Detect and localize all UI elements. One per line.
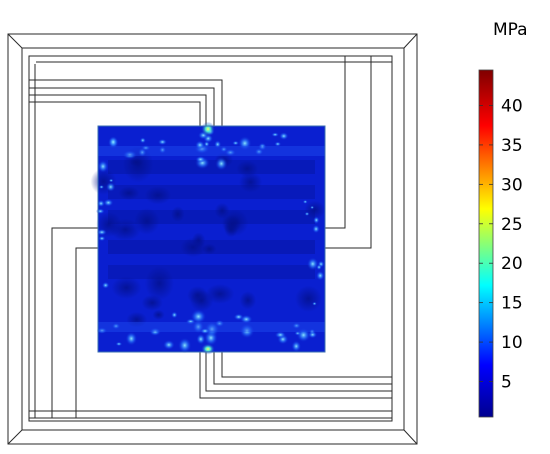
edge-stress-strip [98, 322, 325, 332]
stress-hotspot [224, 148, 236, 157]
stress-hotspot [185, 318, 196, 325]
stress-hotspot [105, 182, 116, 192]
colorbar-tick-label: 15 [501, 294, 523, 314]
stress-hotspot [292, 322, 301, 329]
stress-hotspot [177, 337, 192, 354]
low-stress-spot [144, 186, 172, 205]
stress-hotspot [139, 137, 146, 144]
low-stress-spot [294, 285, 322, 313]
stress-hotspot [258, 142, 267, 151]
stress-hotspot [195, 155, 206, 163]
stress-hotspot [103, 198, 114, 207]
stress-hotspot [316, 264, 322, 271]
edge-stress-strip [98, 146, 325, 156]
stress-hotspot [157, 138, 168, 146]
stress-hotspot [296, 327, 311, 343]
stress-hotspot [101, 281, 110, 289]
stress-hotspot [313, 216, 320, 224]
low-stress-spot [224, 220, 238, 238]
stress-hotspot [306, 257, 319, 271]
stress-hotspot [171, 311, 178, 319]
colorbar-tick-label: 10 [501, 333, 523, 353]
colorbar-tick-label: 35 [501, 136, 523, 156]
stress-hotspot [158, 146, 167, 154]
colorbar-tick-label: 20 [501, 254, 523, 274]
stress-hotspot [310, 205, 315, 210]
stress-hotspot [214, 319, 225, 327]
low-stress-spot [111, 276, 142, 300]
stress-hotspot [302, 199, 308, 204]
colorbar-tick-label: 5 [501, 373, 512, 393]
stress-field [90, 121, 326, 355]
outer-frame [7, 33, 418, 445]
low-stress-spot [152, 309, 165, 320]
colorbar-tick-label: 30 [501, 175, 523, 195]
stress-hotspot [115, 341, 123, 347]
stress-hotspot [238, 136, 252, 151]
low-stress-band [108, 210, 315, 224]
low-stress-spot [129, 158, 144, 167]
stress-hotspot [162, 339, 175, 350]
low-stress-spot [171, 206, 185, 222]
colorbar-unit-label: MPa [493, 20, 528, 40]
stress-hotspot [149, 327, 161, 337]
stress-hotspot [111, 322, 121, 330]
stress-hotspot [95, 208, 105, 215]
stress-hotspot [96, 228, 107, 236]
peak-stress-spot [201, 121, 215, 137]
low-stress-spot [118, 186, 140, 201]
stress-hotspot [232, 140, 240, 146]
stress-hotspot [239, 314, 253, 324]
low-stress-spot [144, 266, 174, 301]
colorbar-tick-label: 40 [501, 96, 523, 116]
stress-hotspot [271, 132, 279, 137]
low-stress-spot [239, 291, 257, 310]
stress-hotspot [274, 141, 282, 147]
stress-hotspot [108, 178, 114, 183]
stress-hotspot [315, 270, 325, 281]
stress-hotspot [195, 140, 205, 150]
stress-hotspot [98, 235, 106, 242]
low-stress-spot [238, 171, 263, 193]
low-stress-spot [304, 200, 326, 220]
low-stress-band [108, 265, 315, 279]
stress-hotspot [138, 148, 147, 157]
stress-hotspot [96, 327, 108, 334]
stress-hotspot [274, 331, 287, 339]
stress-hotspot [125, 331, 138, 346]
low-stress-spot [205, 283, 235, 304]
stress-hotspot [291, 340, 302, 352]
stress-hotspot [97, 160, 109, 173]
stress-hotspot [239, 323, 255, 339]
colorbar-gradient [478, 69, 494, 418]
stress-hotspot [98, 184, 105, 190]
low-stress-band [108, 160, 315, 174]
low-stress-spot [126, 311, 148, 328]
stress-hotspot [312, 224, 320, 234]
stress-hotspot [279, 132, 289, 141]
stress-hotspot [122, 150, 138, 160]
stress-hotspot [215, 156, 228, 171]
stress-hotspot [196, 333, 206, 345]
stress-hotspot [108, 136, 118, 148]
stress-hotspot [97, 199, 106, 208]
low-stress-spot [133, 207, 160, 235]
trace-lines [28, 55, 393, 422]
stress-hotspot [214, 140, 222, 149]
peak-stress-spot [201, 343, 215, 355]
colorbar-tick-label: 25 [501, 215, 523, 235]
stress-hotspot [307, 330, 318, 339]
colorbar: MPa 5 10 15 20 25 30 35 40 [478, 20, 528, 418]
stress-hotspot [304, 211, 310, 216]
stress-hotspot [200, 327, 210, 335]
low-stress-spot [180, 237, 206, 258]
stress-hotspot [312, 301, 317, 306]
